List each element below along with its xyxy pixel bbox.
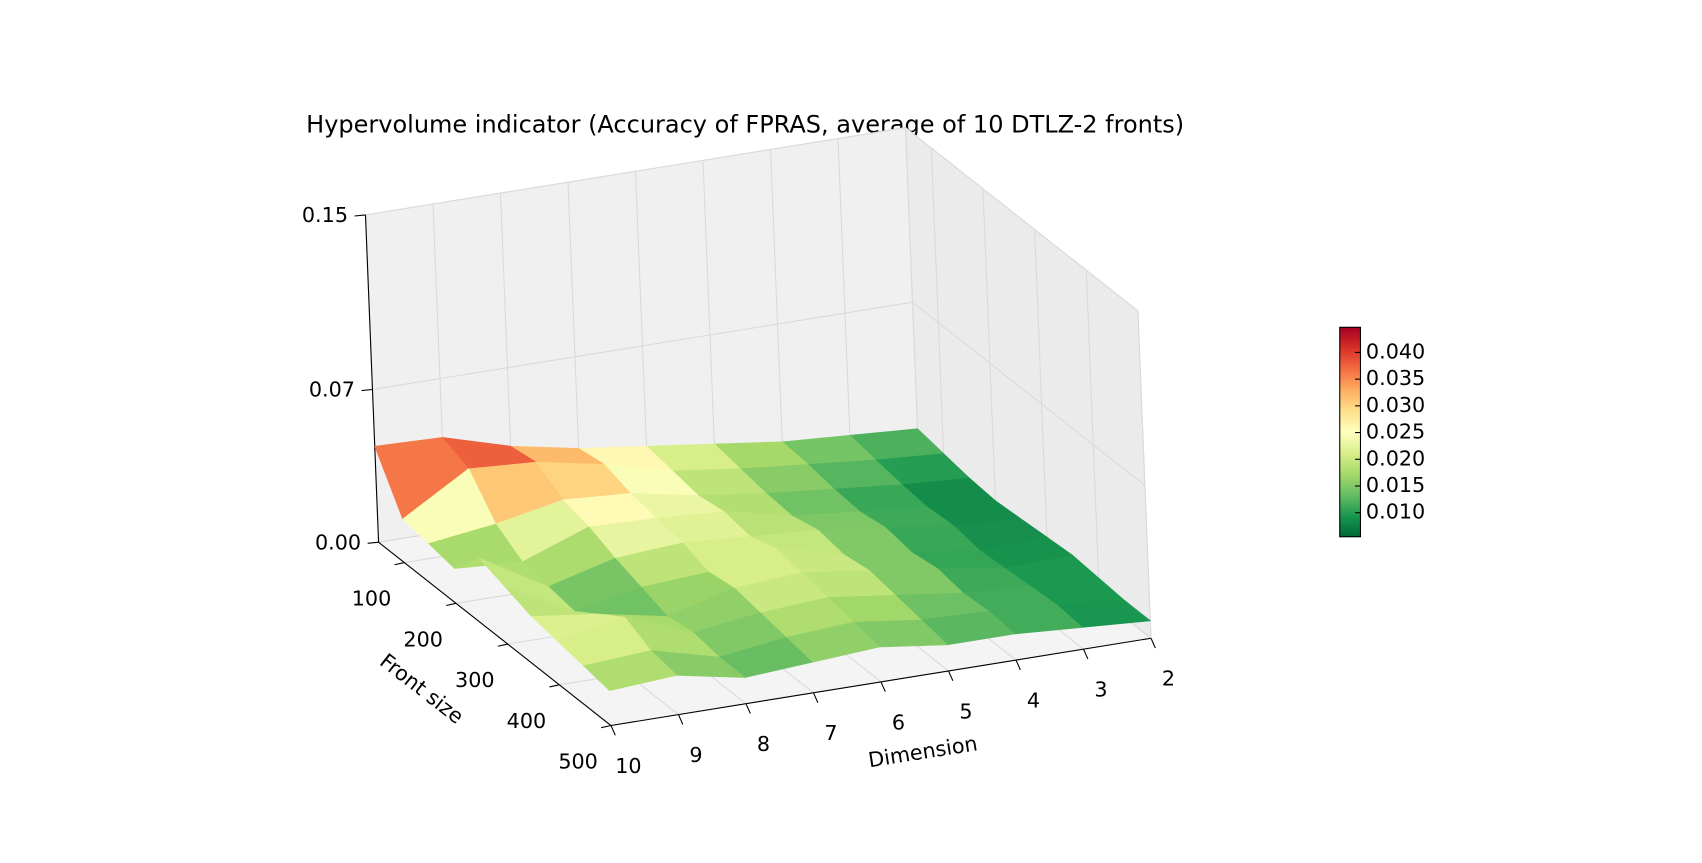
- tick-mark: [677, 714, 684, 725]
- y-tick-label: 200: [403, 627, 443, 651]
- tick-mark: [745, 703, 751, 714]
- grid-line: [904, 127, 920, 455]
- z-tick-label: 0.15: [302, 203, 348, 227]
- colorbar-tick-label: 0.040: [1366, 339, 1425, 363]
- chart-title: Hypervolume indicator (Accuracy of FPRAS…: [306, 110, 1184, 138]
- x-tick-label: 8: [757, 732, 770, 756]
- x-tick-label: 5: [959, 699, 972, 723]
- x-tick-label: 3: [1094, 678, 1107, 702]
- grid-line: [982, 188, 997, 517]
- axis-line: [610, 637, 1152, 727]
- tick-mark: [1083, 648, 1089, 660]
- colorbar-tick-label: 0.030: [1366, 393, 1425, 417]
- tick-mark: [367, 541, 379, 544]
- tick-mark: [1150, 638, 1156, 649]
- grid-line: [1034, 229, 1049, 557]
- y-tick-label: 500: [558, 750, 598, 774]
- tick-mark: [497, 643, 508, 647]
- axis-line: [364, 214, 380, 543]
- surface-face: [582, 650, 678, 691]
- x-tick-label: 6: [892, 710, 905, 734]
- grid-line: [930, 147, 945, 476]
- z-tick-label: 0.07: [309, 378, 355, 402]
- grid-line: [1137, 310, 1152, 639]
- colorbar-tick-label: 0.020: [1366, 446, 1425, 470]
- y-tick-label: 300: [455, 668, 495, 692]
- tick-mark: [354, 214, 366, 217]
- tick-mark: [549, 684, 560, 688]
- tick-mark: [812, 692, 819, 703]
- x-tick-label: 2: [1162, 667, 1175, 691]
- colorbar-tick-label: 0.010: [1366, 500, 1425, 524]
- grid-line: [634, 171, 650, 499]
- axis-line: [378, 541, 612, 726]
- colorbar-tick-label: 0.025: [1366, 420, 1425, 444]
- grid-line: [702, 160, 717, 488]
- tick-mark: [610, 725, 616, 736]
- x-tick-label: 10: [615, 754, 641, 778]
- grid-line: [769, 149, 785, 477]
- x-tick-label: 7: [824, 721, 837, 745]
- tick-mark: [947, 670, 954, 682]
- tick-mark: [394, 562, 405, 566]
- y-tick-label: 400: [507, 709, 547, 733]
- colorbar-tick-label: 0.035: [1366, 366, 1425, 390]
- tick-mark: [601, 724, 612, 729]
- tick-mark: [361, 388, 373, 392]
- x-tick-label: 9: [689, 743, 702, 767]
- x-tick-label: 4: [1027, 689, 1040, 713]
- grid-line: [365, 127, 906, 216]
- tick-mark: [446, 602, 457, 607]
- x-axis-label: Dimension: [867, 731, 980, 772]
- grid-line: [837, 138, 852, 466]
- colorbar-tick-label: 0.015: [1366, 473, 1425, 497]
- grid-line: [905, 127, 1139, 312]
- tick-mark: [880, 681, 886, 692]
- grid-line: [372, 301, 913, 391]
- grid-line: [1085, 270, 1100, 598]
- plot-area: Hypervolume indicator (Accuracy of FPRAS…: [302, 110, 1425, 778]
- y-tick-label: 100: [352, 587, 392, 611]
- tick-mark: [1015, 659, 1021, 671]
- surface: [374, 428, 1152, 691]
- grid-line: [912, 301, 1146, 486]
- z-tick-label: 0.00: [315, 530, 361, 554]
